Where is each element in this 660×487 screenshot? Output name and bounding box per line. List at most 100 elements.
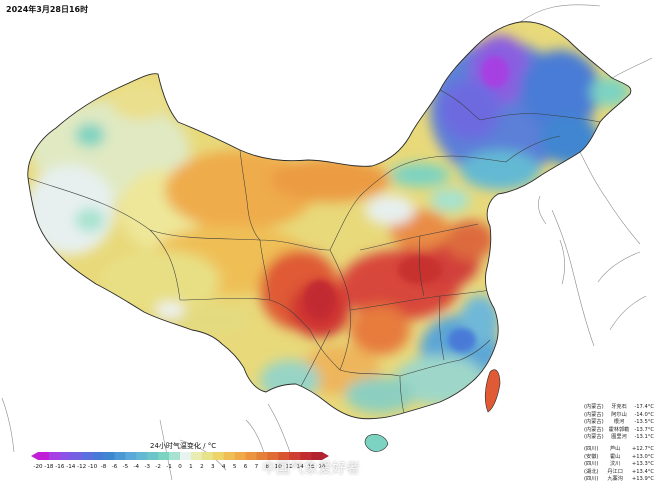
legend-swatch <box>38 452 50 460</box>
legend-tick-label: -5 <box>123 464 129 470</box>
legend-swatch <box>245 452 257 460</box>
stat-row: (内蒙古) 图里河 -13.1°C <box>584 434 654 442</box>
stat-region: (四川) <box>584 461 599 467</box>
legend-tick-label: 2 <box>200 464 204 470</box>
legend-arrow-right <box>322 452 329 460</box>
legend-tick-label: 3 <box>211 464 215 470</box>
legend-tick-label: 0 <box>178 464 182 470</box>
stat-value: -17.4°C <box>634 404 654 410</box>
stat-region: (内蒙古) <box>584 434 604 440</box>
legend-swatch <box>158 452 170 460</box>
legend-swatch <box>169 452 181 460</box>
stat-value: -13.7°C <box>634 426 654 433</box>
legend-swatch <box>234 452 246 460</box>
stat-station: 芦山 <box>609 446 621 452</box>
legend-tick-label: 7 <box>255 464 259 470</box>
stat-station: 霍林郭勒 <box>608 426 630 433</box>
stat-value: -13.1°C <box>634 434 654 440</box>
legend-swatch <box>147 452 159 460</box>
legend-tick-label: -3 <box>144 464 150 470</box>
legend-swatch <box>190 452 203 460</box>
legend-swatch <box>212 452 224 460</box>
stat-row: (湖北) 丹江口 +13.4°C <box>584 469 654 477</box>
stat-region: (内蒙古) <box>584 404 604 410</box>
legend-swatch <box>278 452 290 460</box>
legend-tick-label: -6 <box>112 464 118 470</box>
legend-swatch <box>180 452 192 460</box>
legend-tick-label: 14 <box>297 464 305 470</box>
stat-region: (湖北) <box>584 468 599 475</box>
legend-tick-label: -14 <box>66 464 76 470</box>
legend-swatch <box>201 452 214 460</box>
neighbor-borders <box>1 4 653 481</box>
legend-swatch <box>223 452 235 460</box>
legend-swatch <box>48 452 61 460</box>
legend-swatch <box>300 452 312 460</box>
stat-region: (内蒙古) <box>584 411 604 418</box>
legend-swatch <box>125 452 137 460</box>
stat-value: +13.0°C <box>631 453 654 460</box>
legend-swatch <box>103 452 115 460</box>
legend-swatch <box>289 452 301 460</box>
stat-value: +13.9°C <box>631 476 654 482</box>
legend-swatch <box>311 452 323 460</box>
stat-station: 牙克石 <box>611 404 627 410</box>
stat-station: 根河 <box>613 419 625 425</box>
stat-station: 霍山 <box>609 453 621 460</box>
legend-tick-label: 6 <box>244 464 248 470</box>
legend-swatch <box>81 452 93 460</box>
legend-tick-label: -18 <box>44 464 54 470</box>
stat-region: (内蒙古) <box>584 419 604 425</box>
stat-value: +13.3°C <box>631 461 654 467</box>
legend-swatch <box>136 452 148 460</box>
legend-tick-label: -16 <box>55 464 65 470</box>
legend-tick-label: -8 <box>101 464 107 470</box>
legend-swatch <box>59 452 72 460</box>
taiwan-island <box>484 369 501 413</box>
watermark-text: 中国气象爱好者 <box>262 461 360 477</box>
legend-tick-label: 16 <box>308 464 316 470</box>
stat-row: (安徽) 霍山 +13.0°C <box>584 454 654 462</box>
province-borders <box>27 89 601 415</box>
stat-region: (安徽) <box>584 453 599 460</box>
stat-value: -13.5°C <box>634 419 654 425</box>
stat-station: 丹江口 <box>607 468 623 475</box>
stat-row: (内蒙古) 阿尔山 -14.0°C <box>584 412 654 420</box>
legend-title: 24小时气温变化 / °C <box>150 442 217 450</box>
legend-tick-label: -2 <box>155 464 161 470</box>
legend-tick-label: 8 <box>266 464 270 470</box>
cold-stats-panel: (内蒙古) 牙克石 -17.4°C (内蒙古) 阿尔山 -14.0°C (内蒙古) 根河 -… <box>584 404 654 442</box>
legend-arrow-left <box>31 452 38 460</box>
timestamp-label: 2024年3月28日16时 <box>6 5 89 14</box>
legend-tick-label: 4 <box>222 464 226 470</box>
stat-station: 汶川 <box>609 461 621 467</box>
stat-region: (四川) <box>584 446 599 452</box>
legend-tick-label: -4 <box>134 464 140 470</box>
legend-swatch <box>256 452 268 460</box>
legend-tick-label: 1 <box>189 464 193 470</box>
legend-tick-label: -12 <box>77 464 86 470</box>
stat-station: 图里河 <box>611 434 627 440</box>
legend-tick-label: 18 <box>318 464 326 470</box>
legend-swatch <box>92 452 104 460</box>
stat-station: 阿尔山 <box>611 411 627 418</box>
stat-value: -14.0°C <box>634 411 654 418</box>
legend-swatch <box>114 452 126 460</box>
legend-tick-label: 5 <box>233 464 237 470</box>
stat-row: (四川) 芦山 +12.7°C <box>584 446 654 454</box>
legend-tick-label: -10 <box>88 464 98 470</box>
stat-row: (内蒙古) 霍林郭勒 -13.7°C <box>584 427 654 435</box>
warm-stats-panel: (四川) 芦山 +12.7°C (安徽) 霍山 +13.0°C (四川) 汶川 +13.3°… <box>584 446 654 484</box>
stat-value: +13.4°C <box>631 468 654 475</box>
stat-region: (内蒙古) <box>584 426 604 433</box>
stat-station: 九寨沟 <box>607 476 623 482</box>
stat-row: (四川) 九寨沟 +13.9°C <box>584 476 654 484</box>
stat-region: (四川) <box>584 476 599 482</box>
legend-tick-label: -20 <box>33 464 43 470</box>
legend-tick-label: 10 <box>275 464 283 470</box>
legend-swatch <box>70 452 82 460</box>
stat-value: +12.7°C <box>631 446 654 452</box>
legend-swatch <box>267 452 279 460</box>
